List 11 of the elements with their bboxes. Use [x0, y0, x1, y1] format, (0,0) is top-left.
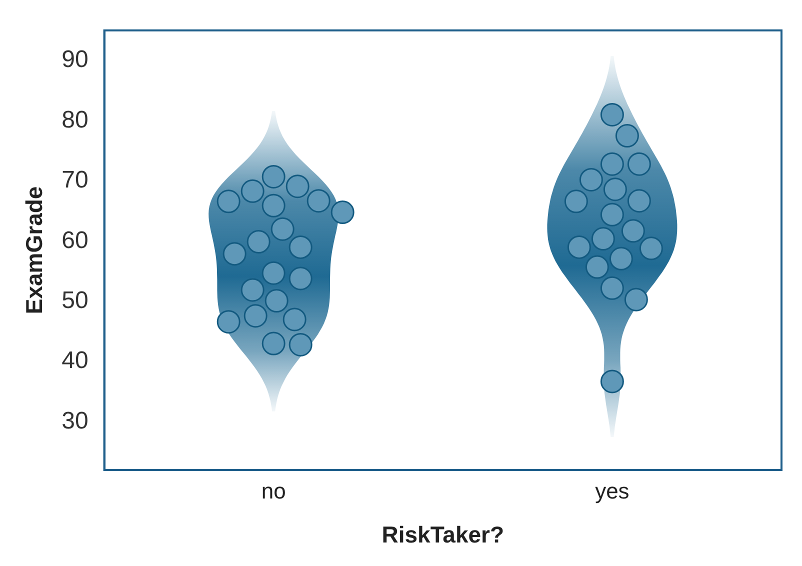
x-tick-label: yes [595, 478, 630, 504]
y-tick-label: 50 [62, 287, 88, 314]
x-axis-title: RiskTaker? [382, 522, 504, 548]
y-tick-label: 90 [62, 46, 88, 74]
y-tick-label: 80 [62, 106, 88, 134]
y-tick-label: 40 [62, 347, 88, 374]
y-axis-title: ExamGrade [21, 186, 48, 314]
y-tick-label: 30 [62, 407, 88, 434]
x-tick-label: no [261, 478, 286, 504]
y-tick-label: 60 [62, 226, 88, 254]
y-tick-label: 70 [62, 166, 88, 194]
